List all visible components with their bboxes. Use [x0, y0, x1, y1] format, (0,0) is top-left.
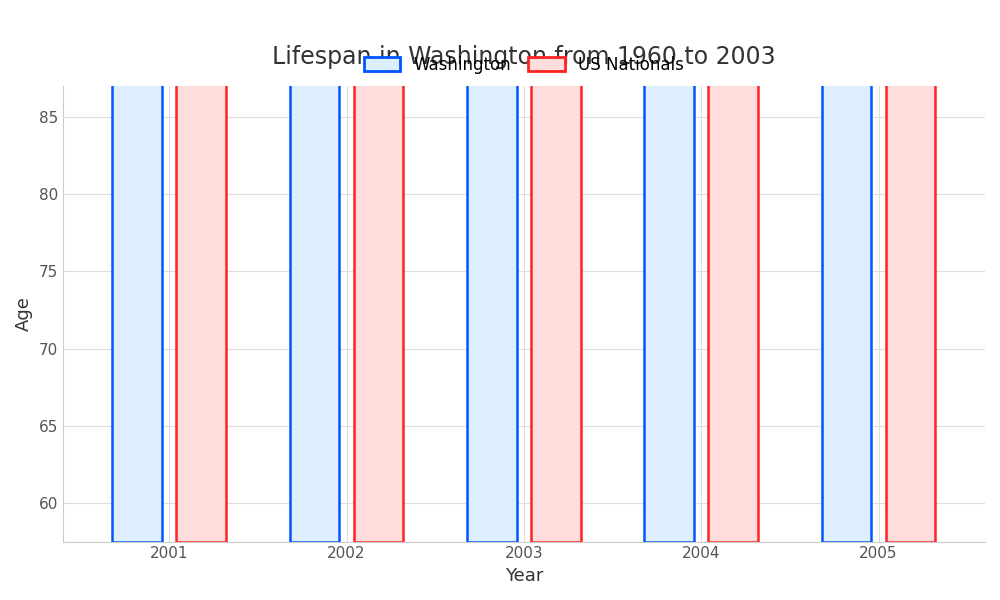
Title: Lifespan in Washington from 1960 to 2003: Lifespan in Washington from 1960 to 2003	[272, 45, 776, 69]
Bar	[644, 0, 694, 542]
X-axis label: Year: Year	[505, 567, 543, 585]
Bar	[708, 0, 758, 542]
Y-axis label: Age: Age	[15, 296, 33, 331]
Bar	[176, 0, 226, 542]
Bar	[822, 0, 871, 542]
Bar	[467, 0, 517, 542]
Bar	[112, 0, 162, 542]
Bar	[290, 0, 339, 542]
Bar	[886, 0, 935, 542]
Bar	[531, 0, 581, 542]
Legend: Washington, US Nationals: Washington, US Nationals	[357, 49, 691, 80]
Bar	[354, 0, 403, 542]
